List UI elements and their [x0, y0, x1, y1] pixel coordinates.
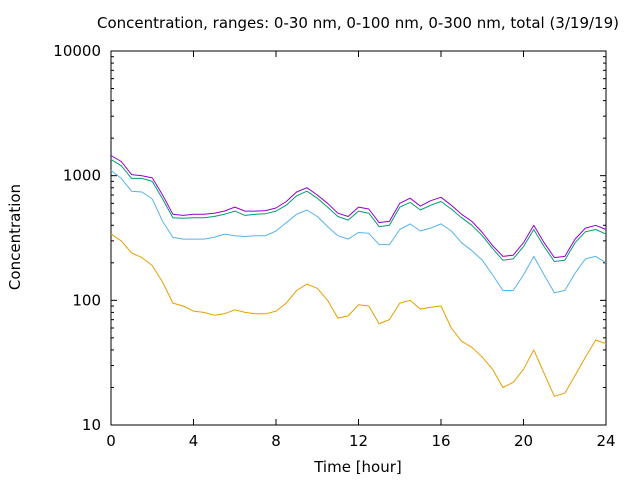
y-tick-label: 1000 [63, 167, 101, 185]
plot-frame [110, 50, 607, 426]
y-tick-label: 10000 [53, 42, 101, 60]
y-tick-label: 100 [72, 291, 101, 309]
series-line-4 [110, 155, 607, 259]
y-axis-label: Concentration [6, 184, 24, 290]
y-tick-label: 10 [82, 416, 101, 434]
chart-title: Concentration, ranges: 0-30 nm, 0-100 nm… [97, 14, 619, 32]
x-tick-label: 0 [106, 432, 116, 450]
x-tick-label: 12 [349, 432, 368, 450]
x-tick-label: 8 [271, 432, 281, 450]
x-tick-label: 20 [514, 432, 533, 450]
x-tick-label: 4 [189, 432, 199, 450]
x-tick-label: 16 [431, 432, 450, 450]
series-line-1 [110, 233, 607, 397]
x-tick-label: 24 [596, 432, 615, 450]
series-line-2 [110, 170, 607, 294]
plot-area: 0 4 8 12 16 20 24 10 100 1000 10000 [53, 42, 615, 450]
series-line-3 [110, 158, 607, 262]
x-axis-label: Time [hour] [313, 458, 402, 476]
